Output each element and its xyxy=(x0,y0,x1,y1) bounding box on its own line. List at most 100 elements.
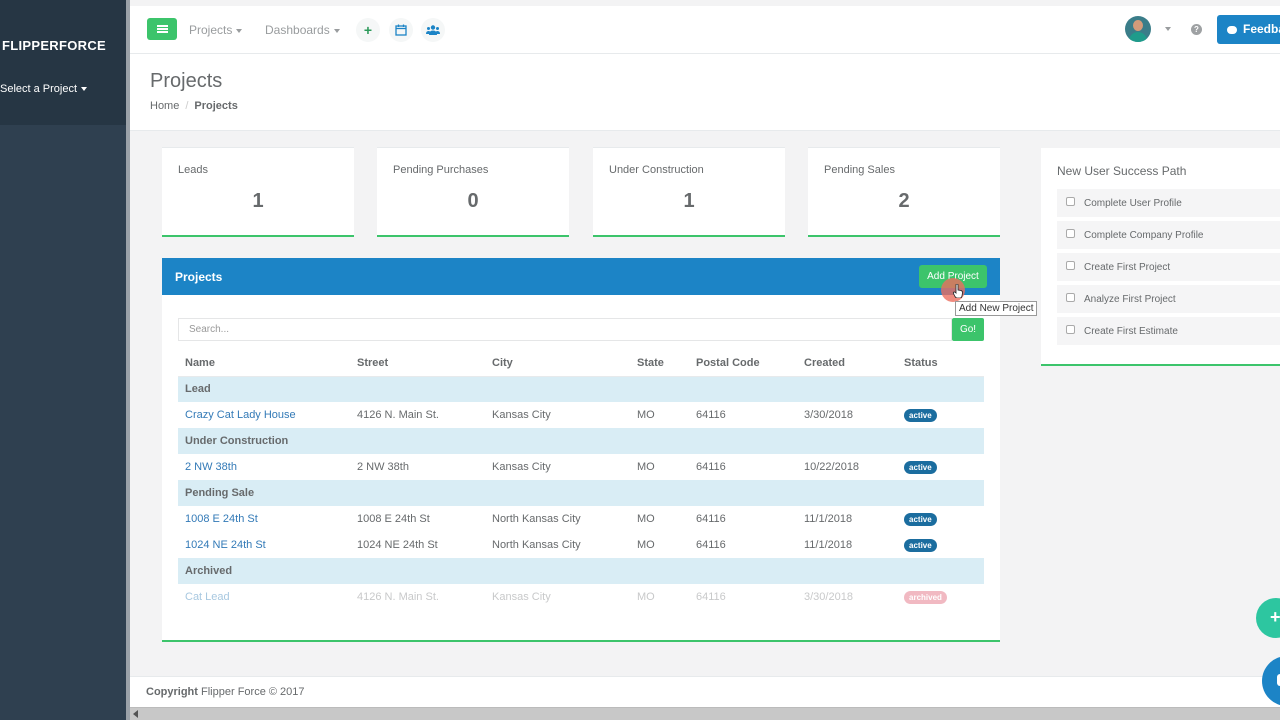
column-header-created[interactable]: Created xyxy=(797,350,897,377)
plus-icon: + xyxy=(1270,607,1280,627)
stat-box-pending-sales[interactable]: Pending Sales 2 xyxy=(808,147,1000,237)
status-badge: active xyxy=(904,460,937,474)
chevron-down-icon xyxy=(81,87,88,92)
users-icon xyxy=(426,25,440,35)
group-row-archived: Archived xyxy=(178,558,984,584)
success-item-label: Create First Project xyxy=(1084,262,1171,273)
table-row[interactable]: Crazy Cat Lady House 4126 N. Main St. Ka… xyxy=(178,402,984,428)
status-badge: active xyxy=(904,512,937,526)
checkbox[interactable] xyxy=(1066,325,1075,334)
copyright-text: Flipper Force © 2017 xyxy=(201,686,305,698)
project-name-cell: Cat Lead xyxy=(178,584,350,610)
project-search-input[interactable] xyxy=(178,318,952,341)
checkbox[interactable] xyxy=(1066,229,1075,238)
breadcrumb-home-link[interactable]: Home xyxy=(150,100,180,112)
column-header-state[interactable]: State xyxy=(630,350,689,377)
stat-value: 1 xyxy=(683,190,695,212)
team-button[interactable] xyxy=(421,18,445,42)
status-badge: archived xyxy=(904,590,947,604)
quick-add-button[interactable]: + xyxy=(356,18,380,42)
state-cell: MO xyxy=(637,461,655,473)
success-path-title: New User Success Path xyxy=(1057,164,1187,178)
project-name-cell: 2 NW 38th xyxy=(178,454,350,480)
success-item-analyze-project[interactable]: Analyze First Project xyxy=(1057,285,1280,313)
checkbox[interactable] xyxy=(1066,197,1075,206)
status-cell: active xyxy=(897,532,984,558)
group-label: Lead xyxy=(178,376,984,402)
table-row[interactable]: 2 NW 38th 2 NW 38th Kansas City MO 64116… xyxy=(178,454,984,480)
success-item-label: Analyze First Project xyxy=(1084,294,1176,305)
success-path-panel: New User Success Path Complete User Prof… xyxy=(1041,148,1280,366)
checkbox[interactable] xyxy=(1066,261,1075,270)
column-header-street[interactable]: Street xyxy=(350,350,485,377)
group-label: Under Construction xyxy=(178,428,984,454)
checkbox[interactable] xyxy=(1066,293,1075,302)
status-badge: active xyxy=(904,538,937,552)
project-link[interactable]: 2 NW 38th xyxy=(185,461,237,473)
state-cell: MO xyxy=(637,591,655,603)
stat-box-leads[interactable]: Leads 1 xyxy=(162,147,354,237)
stat-box-under-construction[interactable]: Under Construction 1 xyxy=(593,147,785,237)
project-name-cell: 1008 E 24th St xyxy=(178,506,350,532)
postal-code-cell: 64116 xyxy=(696,461,726,473)
table-row[interactable]: Cat Lead 4126 N. Main St. Kansas City MO… xyxy=(178,584,984,610)
search-go-button[interactable]: Go! xyxy=(952,318,984,341)
project-link[interactable]: 1024 NE 24th St xyxy=(185,539,266,551)
column-header-status[interactable]: Status xyxy=(897,350,984,377)
table-row[interactable]: 1024 NE 24th St 1024 NE 24th St North Ka… xyxy=(178,532,984,558)
column-header-name[interactable]: Name xyxy=(178,350,350,377)
success-item-company-profile[interactable]: Complete Company Profile xyxy=(1057,221,1280,249)
success-item-label: Create First Estimate xyxy=(1084,326,1178,337)
group-row-lead: Lead xyxy=(178,376,984,402)
stat-label: Leads xyxy=(178,164,208,176)
success-item-label: Complete User Profile xyxy=(1084,198,1182,209)
street-cell: 4126 N. Main St. xyxy=(357,409,439,421)
add-project-button[interactable]: Add Project xyxy=(919,265,987,288)
success-item-first-project[interactable]: Create First Project xyxy=(1057,253,1280,281)
postal-code-cell: 64116 xyxy=(696,591,726,603)
scroll-left-icon[interactable] xyxy=(133,710,138,718)
stat-value: 1 xyxy=(252,190,264,212)
project-link[interactable]: Cat Lead xyxy=(185,591,230,603)
chevron-down-icon xyxy=(236,28,243,33)
feedback-label: Feedback xyxy=(1243,22,1280,36)
floating-add-button[interactable]: + xyxy=(1256,598,1280,638)
menu-toggle-button[interactable] xyxy=(147,18,177,40)
chat-widget-button[interactable] xyxy=(1262,656,1280,706)
hamburger-icon xyxy=(156,25,168,33)
success-item-user-profile[interactable]: Complete User Profile xyxy=(1057,189,1280,217)
column-header-city[interactable]: City xyxy=(485,350,630,377)
projects-panel-header: Projects Add Project xyxy=(162,258,1000,295)
user-avatar[interactable] xyxy=(1125,16,1151,42)
table-row[interactable]: 1008 E 24th St 1008 E 24th St North Kans… xyxy=(178,506,984,532)
brand-logo[interactable]: FLIPPERFORCE xyxy=(2,38,106,53)
speech-bubble-icon xyxy=(1227,26,1237,34)
project-link[interactable]: Crazy Cat Lady House xyxy=(185,409,296,421)
project-name-cell: Crazy Cat Lady House xyxy=(178,402,350,428)
street-cell: 1024 NE 24th St xyxy=(357,539,438,551)
project-link[interactable]: 1008 E 24th St xyxy=(185,513,258,525)
nav-dashboards-dropdown[interactable]: Dashboards xyxy=(265,23,340,37)
created-cell: 3/30/2018 xyxy=(804,591,853,603)
nav-projects-dropdown[interactable]: Projects xyxy=(189,23,243,37)
calendar-button[interactable] xyxy=(389,18,413,42)
horizontal-scrollbar[interactable] xyxy=(130,707,1280,720)
status-cell: archived xyxy=(897,584,984,610)
stat-label: Under Construction xyxy=(609,164,704,176)
help-icon[interactable]: ? xyxy=(1191,24,1202,35)
feedback-button[interactable]: Feedback xyxy=(1217,15,1280,44)
plus-icon: + xyxy=(363,22,373,38)
city-cell: Kansas City xyxy=(492,461,551,473)
postal-code-cell: 64116 xyxy=(696,539,726,551)
cursor-click-highlight xyxy=(941,278,965,302)
stat-value: 0 xyxy=(467,190,479,212)
chevron-down-icon[interactable] xyxy=(1165,27,1171,31)
project-select-dropdown[interactable]: Select a Project xyxy=(0,83,88,95)
status-cell: active xyxy=(897,506,984,532)
stat-box-pending-purchases[interactable]: Pending Purchases 0 xyxy=(377,147,569,237)
stat-label: Pending Purchases xyxy=(393,164,489,176)
success-item-first-estimate[interactable]: Create First Estimate xyxy=(1057,317,1280,345)
page-title: Projects xyxy=(150,70,223,92)
column-header-postal-code[interactable]: Postal Code xyxy=(689,350,797,377)
sidebar-header: FLIPPERFORCE Select a Project xyxy=(0,0,126,125)
